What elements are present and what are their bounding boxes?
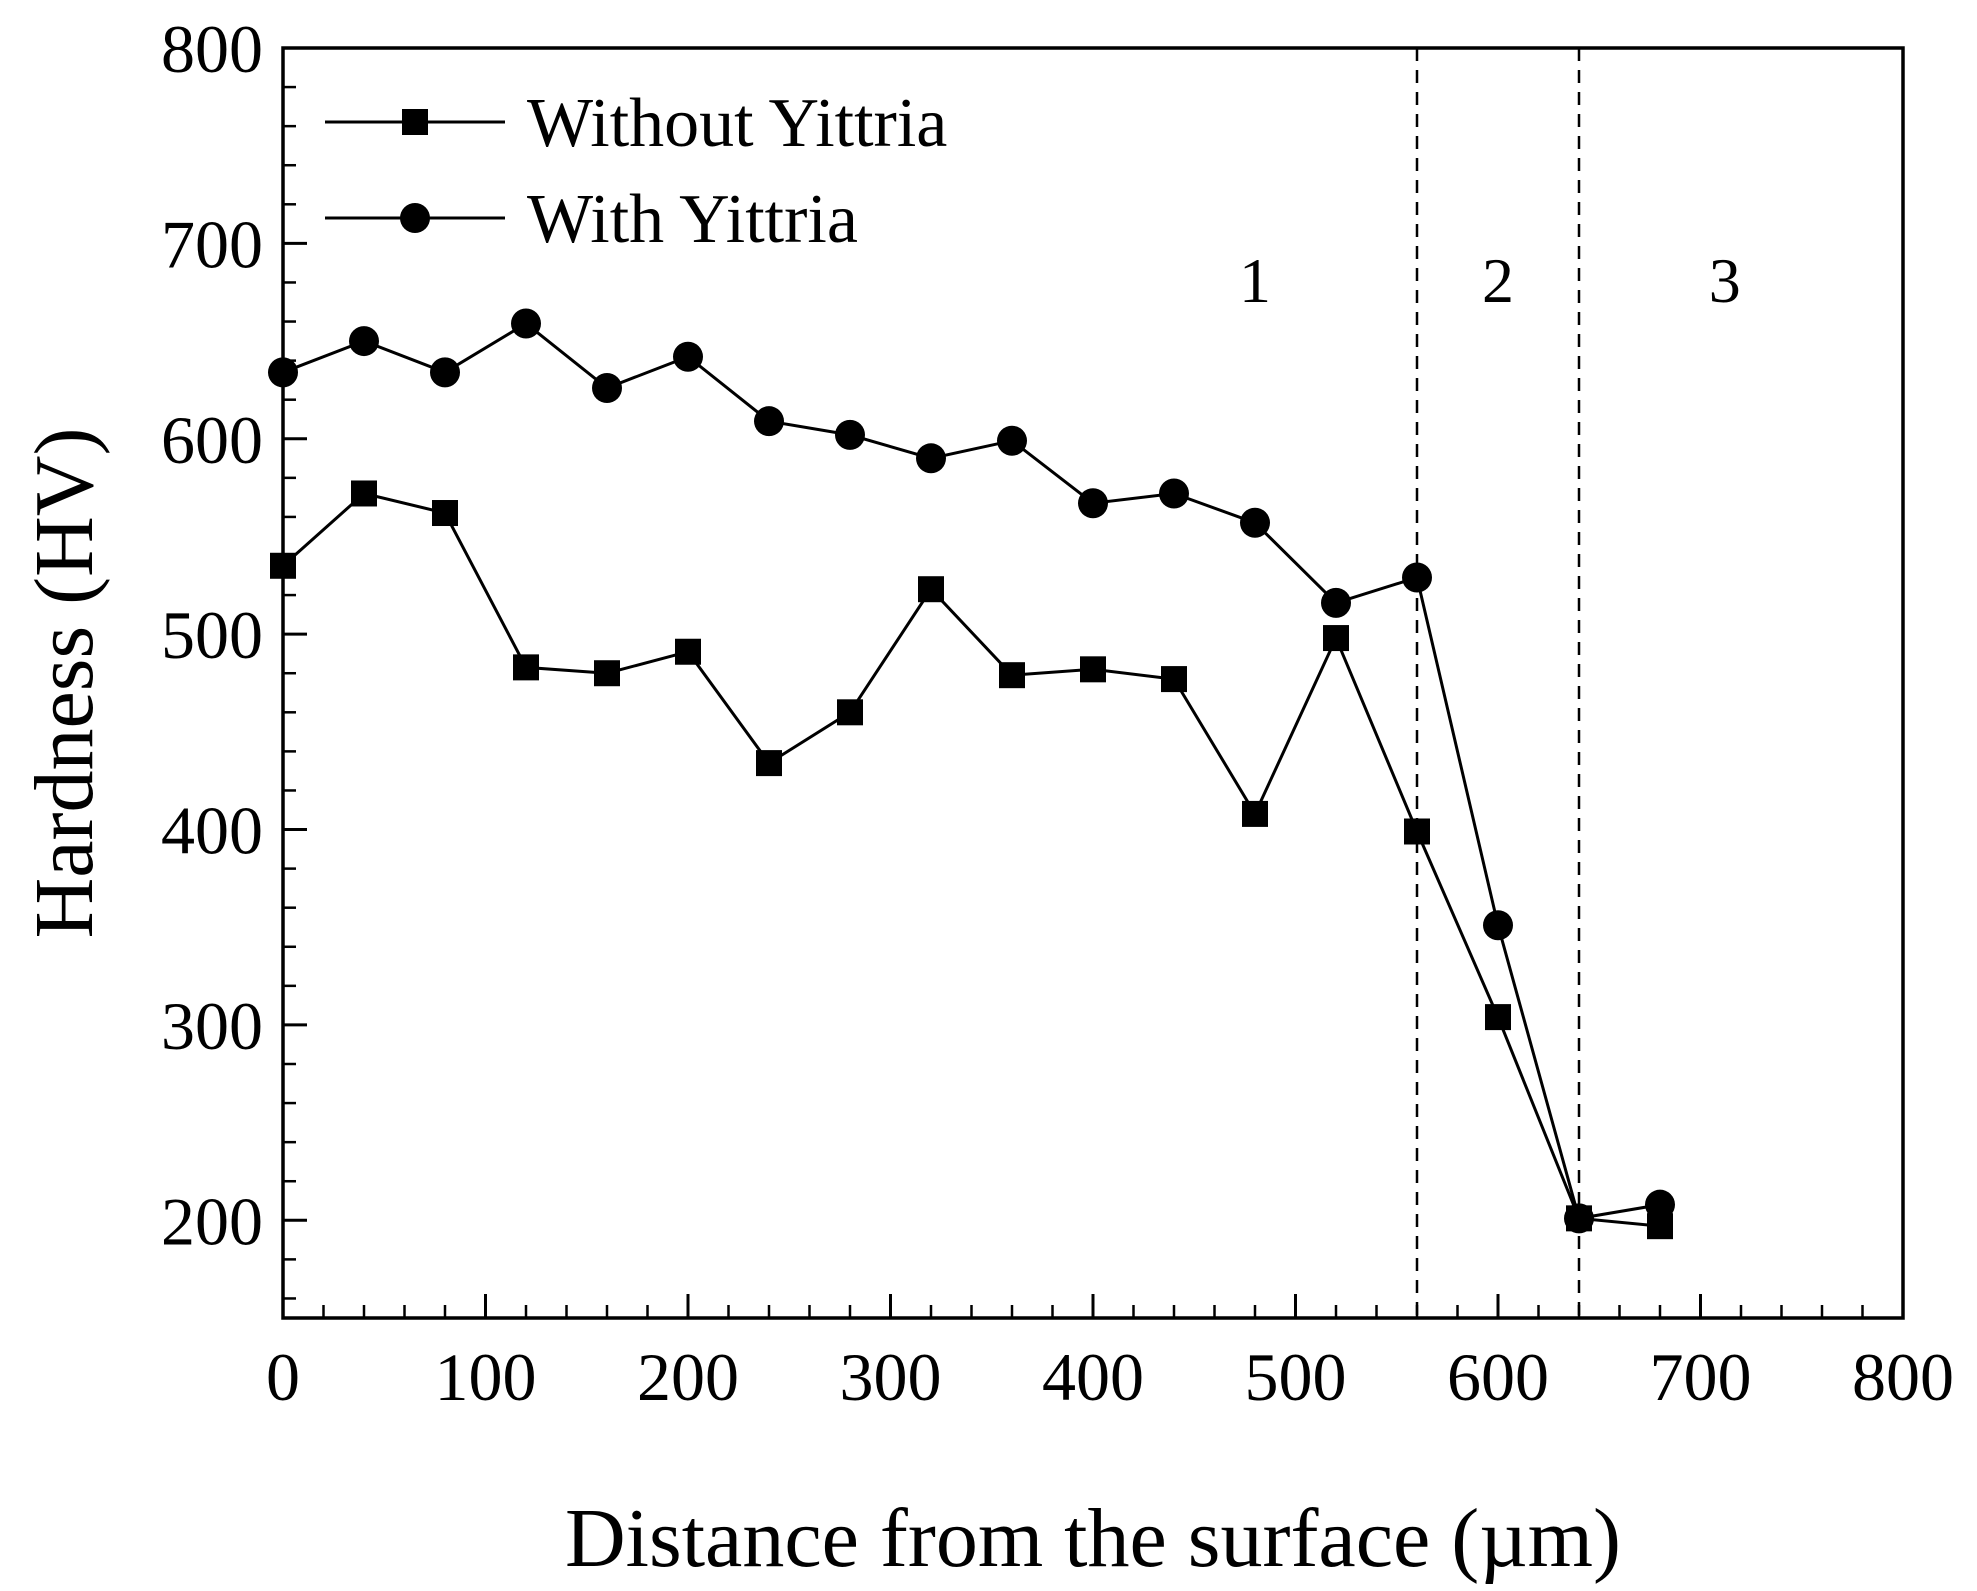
data-point [1645, 1189, 1675, 1220]
data-point [999, 662, 1025, 689]
data-point [1404, 818, 1430, 845]
data-point [1159, 478, 1189, 509]
region-label-3: 3 [1709, 245, 1741, 316]
data-point [349, 326, 379, 357]
legend-entry: With Yittria [325, 181, 858, 258]
series-line [282, 321, 1661, 1221]
data-point [837, 699, 863, 726]
x-tick-label: 500 [1245, 1339, 1347, 1415]
y-tick-label: 200 [161, 1183, 263, 1259]
data-point [1240, 507, 1270, 538]
x-tick-label: 600 [1447, 1339, 1549, 1415]
region-label-2: 2 [1482, 245, 1514, 316]
y-axis-title: Hardness (HV) [18, 428, 111, 939]
data-point [1242, 800, 1268, 827]
data-point [1080, 656, 1106, 683]
x-tick-label: 0 [266, 1339, 300, 1415]
x-tick-label: 200 [637, 1339, 739, 1415]
data-point [1402, 562, 1432, 593]
data-point [918, 576, 944, 603]
data-point [513, 654, 539, 681]
axes-group: 0 100 200 300 400 500 600 700 800 200 300 400 500 600… [18, 11, 1954, 1585]
y-tick-label: 300 [161, 988, 263, 1064]
data-point [754, 406, 784, 437]
series-without-yittria [270, 480, 1673, 1240]
region-label-1: 1 [1239, 245, 1271, 316]
y-tick-label: 500 [161, 597, 263, 673]
y-tick-label: 700 [161, 206, 263, 282]
legend-square-marker [402, 109, 428, 135]
data-point [511, 308, 541, 339]
x-axis-title: Distance from the surface (µm) [565, 1492, 1621, 1585]
region-dividers [1415, 48, 1581, 1318]
x-tick-label: 800 [1852, 1339, 1954, 1415]
data-point [1323, 625, 1349, 652]
legend-label: Without Yittria [527, 85, 947, 162]
legend-circle-marker [400, 203, 430, 233]
data-point [756, 750, 782, 777]
data-point [1485, 1004, 1511, 1031]
data-point [270, 552, 296, 579]
x-tick-label: 700 [1650, 1339, 1752, 1415]
region-labels: 1 2 3 [1239, 245, 1741, 316]
series-line [282, 491, 1661, 1228]
y-tick-label: 400 [161, 793, 263, 869]
data-point [351, 480, 377, 507]
series-group [268, 308, 1675, 1240]
data-point [592, 372, 622, 403]
data-point [1161, 666, 1187, 693]
data-point [1321, 587, 1351, 618]
data-point [673, 341, 703, 372]
x-tick-label: 300 [840, 1339, 942, 1415]
data-point [268, 357, 298, 388]
data-point [1483, 910, 1513, 941]
data-point [1078, 488, 1108, 519]
plot-frame [281, 46, 1905, 1320]
series-with-yittria [268, 308, 1675, 1234]
data-point [675, 638, 701, 665]
x-tick-label: 100 [435, 1339, 537, 1415]
x-tick-label: 400 [1042, 1339, 1144, 1415]
y-tick-label: 600 [161, 402, 263, 478]
legend: Without Yittria With Yittria [325, 85, 947, 258]
data-point [835, 419, 865, 450]
data-point [997, 425, 1027, 456]
data-point [916, 443, 946, 474]
legend-label: With Yittria [527, 181, 858, 258]
data-point [432, 500, 458, 527]
y-tick-label: 800 [161, 11, 263, 87]
legend-entry: Without Yittria [325, 85, 947, 162]
data-point [1564, 1203, 1594, 1234]
data-point [430, 357, 460, 388]
data-point [594, 660, 620, 687]
